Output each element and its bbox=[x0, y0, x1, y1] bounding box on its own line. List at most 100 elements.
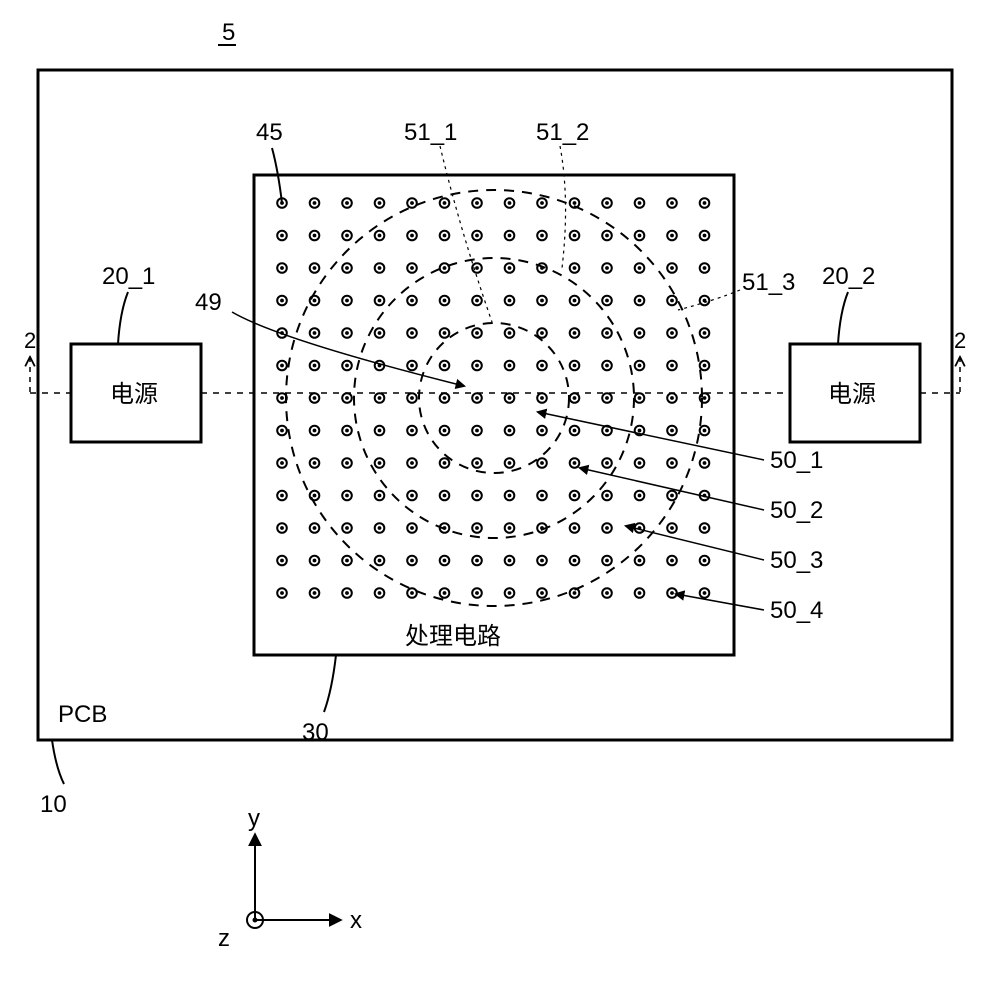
bump-dot bbox=[443, 461, 447, 465]
section-right-label: 2 bbox=[954, 328, 966, 353]
bump-dot bbox=[605, 299, 609, 303]
bump-dot bbox=[573, 591, 577, 595]
bump-dot bbox=[443, 526, 447, 530]
bump-dot bbox=[475, 494, 479, 498]
bump-dot bbox=[313, 299, 317, 303]
lead-50-3 bbox=[626, 526, 764, 560]
bump-dot bbox=[573, 201, 577, 205]
bump-dot bbox=[508, 591, 512, 595]
bump-dot bbox=[703, 266, 707, 270]
bump-dot bbox=[378, 494, 382, 498]
bump-dot bbox=[508, 429, 512, 433]
bump-dot bbox=[540, 396, 544, 400]
bump-dot bbox=[345, 526, 349, 530]
bump-dot bbox=[443, 494, 447, 498]
bump-dot bbox=[703, 526, 707, 530]
bump-dot bbox=[670, 559, 674, 563]
bump-dot bbox=[670, 299, 674, 303]
bump-dot bbox=[313, 591, 317, 595]
bump-dot bbox=[670, 591, 674, 595]
bump-dot bbox=[378, 234, 382, 238]
lead-49 bbox=[232, 312, 464, 386]
bump-dot bbox=[378, 299, 382, 303]
ref-10: 10 bbox=[40, 791, 67, 818]
bump-dot bbox=[508, 364, 512, 368]
bump-dot bbox=[638, 201, 642, 205]
bump-dot bbox=[508, 494, 512, 498]
bump-dot bbox=[410, 266, 414, 270]
bump-dot bbox=[410, 591, 414, 595]
bump-dot bbox=[508, 396, 512, 400]
bump-dot bbox=[280, 299, 284, 303]
ref-30: 30 bbox=[302, 719, 329, 746]
bump-dot bbox=[670, 234, 674, 238]
bump-dot bbox=[313, 234, 317, 238]
lead-50-4 bbox=[676, 594, 764, 610]
bump-dot bbox=[605, 266, 609, 270]
bump-dot bbox=[540, 461, 544, 465]
bump-dot bbox=[475, 591, 479, 595]
bump-dot bbox=[540, 494, 544, 498]
bump-dot bbox=[345, 494, 349, 498]
bump-dot bbox=[670, 396, 674, 400]
bump-dot bbox=[313, 201, 317, 205]
bump-dot bbox=[573, 559, 577, 563]
bump-dot bbox=[573, 299, 577, 303]
bump-dot bbox=[638, 429, 642, 433]
bump-dot bbox=[378, 591, 382, 595]
bump-dot bbox=[605, 364, 609, 368]
pcb-label: PCB bbox=[58, 701, 107, 728]
bump-dot bbox=[280, 429, 284, 433]
bump-dot bbox=[345, 591, 349, 595]
bump-dot bbox=[703, 331, 707, 335]
bump-dot bbox=[703, 234, 707, 238]
bump-dot bbox=[313, 526, 317, 530]
coord-axes: x y z bbox=[218, 805, 362, 952]
bump-dot bbox=[280, 234, 284, 238]
boundary-circle-2 bbox=[354, 258, 634, 538]
ref-50-2: 50_2 bbox=[770, 497, 823, 524]
bump-dot bbox=[540, 201, 544, 205]
bump-dot bbox=[410, 201, 414, 205]
lead-51-1 bbox=[440, 146, 492, 322]
bump-dot bbox=[605, 429, 609, 433]
bump-dot bbox=[670, 461, 674, 465]
bump-dot bbox=[410, 299, 414, 303]
bump-dot bbox=[638, 234, 642, 238]
bump-dot bbox=[378, 559, 382, 563]
bump-dot bbox=[508, 331, 512, 335]
bump-dot bbox=[475, 201, 479, 205]
svg-text:y: y bbox=[248, 805, 260, 832]
bump-dot bbox=[540, 234, 544, 238]
ref-49: 49 bbox=[195, 289, 222, 316]
bump-dot bbox=[540, 266, 544, 270]
bump-dot bbox=[638, 559, 642, 563]
bump-dot bbox=[280, 494, 284, 498]
bump-dot bbox=[410, 331, 414, 335]
bump-dot bbox=[508, 234, 512, 238]
bump-dot bbox=[508, 299, 512, 303]
bump-dot bbox=[540, 526, 544, 530]
bump-dot bbox=[540, 364, 544, 368]
bump-dot bbox=[475, 526, 479, 530]
bump-dot bbox=[670, 429, 674, 433]
bump-dot bbox=[638, 364, 642, 368]
bump-dot bbox=[410, 429, 414, 433]
bump-dot bbox=[703, 396, 707, 400]
bump-dot bbox=[508, 201, 512, 205]
bump-dot bbox=[345, 364, 349, 368]
bump-dot bbox=[703, 429, 707, 433]
bump-dot bbox=[443, 201, 447, 205]
bump-dot bbox=[573, 396, 577, 400]
bump-dot bbox=[670, 494, 674, 498]
ref-20-1: 20_1 bbox=[102, 263, 155, 290]
bump-dot bbox=[280, 396, 284, 400]
lead-30 bbox=[324, 655, 336, 712]
bump-dot bbox=[573, 364, 577, 368]
bump-dot bbox=[508, 559, 512, 563]
bump-dot bbox=[638, 331, 642, 335]
ref-50-3: 50_3 bbox=[770, 547, 823, 574]
bump-dot bbox=[573, 331, 577, 335]
power-left-label: 电源 bbox=[110, 381, 158, 408]
bump-dot bbox=[378, 266, 382, 270]
